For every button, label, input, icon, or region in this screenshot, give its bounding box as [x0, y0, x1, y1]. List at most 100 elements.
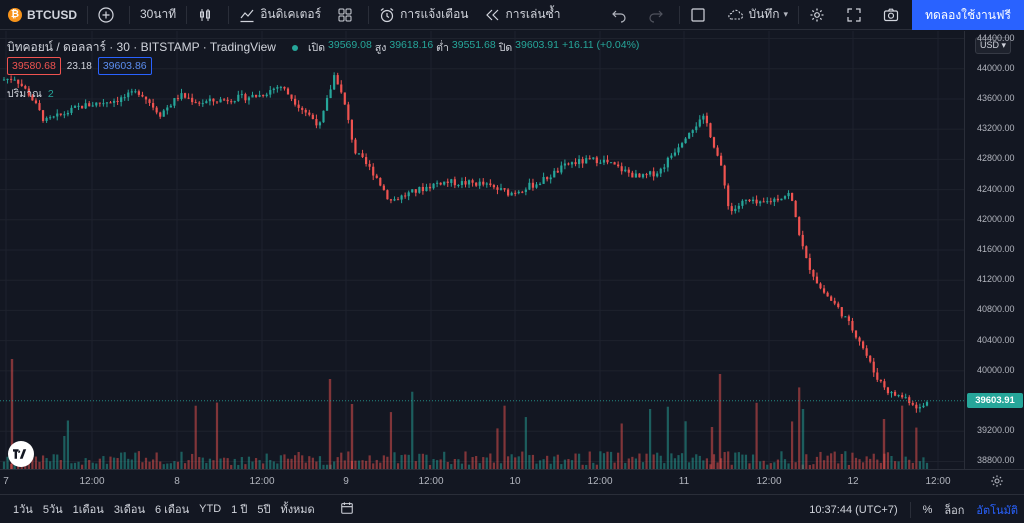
candle-body	[88, 103, 91, 107]
replay-button[interactable]: การเล่นซ้ำ	[476, 0, 568, 30]
free-trial-button[interactable]: ทดลองใช้งานฟรี	[912, 0, 1024, 30]
candles-icon	[197, 7, 213, 23]
layouts-button[interactable]	[329, 0, 366, 30]
settings-button[interactable]	[801, 0, 838, 30]
volume-bar	[556, 454, 559, 469]
volume-bar	[393, 452, 396, 469]
symbol-search-button[interactable]: ₿ BTCUSD	[0, 0, 85, 30]
volume-bar	[769, 463, 772, 469]
candle-body	[645, 174, 648, 176]
volume-bar	[130, 459, 133, 469]
market-open-dot	[291, 44, 298, 51]
bid-price[interactable]: 39580.68	[7, 57, 61, 75]
candlestick-chart[interactable]	[0, 31, 964, 469]
candle-body	[34, 100, 38, 104]
ohlc-values: เปิด 39569.08 สูง 39618.16 ต่ำ 39551.68 ปิด…	[308, 39, 639, 56]
gear-icon[interactable]	[990, 474, 1004, 488]
volume-bar	[333, 461, 336, 469]
range-button[interactable]: 1เดือน	[72, 504, 104, 516]
candle-body	[847, 316, 850, 321]
candle-body	[24, 86, 27, 89]
chart-type-button[interactable]	[189, 0, 226, 30]
volume-bar	[279, 455, 282, 469]
volume-bar	[27, 462, 30, 469]
candle-body	[109, 102, 112, 104]
volume-bar	[812, 464, 815, 469]
candle-body	[659, 168, 662, 174]
candle-body	[720, 155, 723, 166]
calendar-go-to-icon[interactable]	[340, 501, 354, 518]
volume-bar	[208, 458, 211, 469]
volume-bar	[411, 391, 414, 469]
ask-price[interactable]: 39603.86	[97, 57, 152, 75]
interval-button[interactable]: 30นาที	[132, 0, 184, 30]
volume-bar	[858, 459, 861, 469]
time-axis[interactable]: 7 12:00 8 12:00 9 12:00 10 12:00 11 12:00 12 12:00	[0, 469, 1024, 493]
volume-bar	[695, 454, 698, 469]
candle-body	[389, 199, 393, 201]
chart-pane[interactable]	[0, 31, 964, 469]
candle-body	[446, 181, 449, 183]
volume-bar	[183, 463, 187, 469]
clock[interactable]: 10:37:44 (UTC+7)	[809, 503, 898, 516]
range-button[interactable]: 1 ปี	[231, 504, 248, 516]
candle-body	[439, 182, 442, 185]
toolbar-divider	[368, 5, 370, 24]
price-axis[interactable]: USD ▾ 39603.91 44400.00 44000.00 43600.00 4…	[964, 31, 1024, 469]
range-button[interactable]: 6 เดือน	[154, 504, 190, 516]
candle-body	[535, 184, 538, 188]
candle-body	[450, 179, 453, 183]
volume-bar	[311, 457, 314, 469]
candle-body	[443, 181, 446, 185]
range-button[interactable]: YTD	[199, 503, 222, 515]
candle-body	[688, 133, 691, 139]
candle-body	[283, 86, 286, 89]
compare-button[interactable]	[90, 0, 127, 30]
volume-bar	[322, 464, 325, 469]
save-button[interactable]: บันทึก ▾	[719, 0, 796, 30]
candle-body	[368, 164, 371, 167]
candle-body	[922, 405, 925, 408]
range-button[interactable]: ทั้งหมด	[280, 504, 315, 516]
volume-bar	[205, 463, 208, 469]
fullscreen-button[interactable]	[838, 0, 875, 30]
alerts-button[interactable]: การแจ้งเตือน	[371, 0, 476, 30]
currency-selector[interactable]: USD ▾	[975, 37, 1012, 54]
candle-body	[333, 75, 336, 90]
price-tick-label: 38800.00	[977, 455, 1015, 466]
time-tick-label: 11	[678, 476, 690, 487]
volume-bar	[514, 457, 517, 469]
candle-body	[570, 162, 574, 165]
volume-bar	[645, 453, 648, 469]
volume-bar	[918, 461, 921, 469]
fullscreen-layout-button[interactable]	[682, 0, 719, 30]
range-button[interactable]: 1วัน	[13, 504, 33, 516]
volume-bar	[677, 455, 680, 469]
candle-body	[542, 177, 545, 184]
redo-button[interactable]	[640, 0, 677, 30]
volume-bar	[759, 461, 762, 469]
close-value: 39603.91	[515, 39, 559, 51]
range-button[interactable]: 3เดือน	[113, 504, 145, 516]
volume-bar	[510, 454, 513, 469]
undo-button[interactable]	[603, 0, 640, 30]
volume-bar	[815, 456, 819, 469]
tradingview-logo[interactable]	[8, 441, 34, 467]
toolbar-divider	[186, 5, 188, 24]
volume-bar	[528, 455, 531, 469]
indicators-button[interactable]: อินดิเคเตอร์	[231, 0, 329, 30]
candle-body	[641, 174, 645, 178]
volume-bar	[81, 464, 84, 469]
date-range-buttons: 1วัน 5วัน 1เดือน 3เดือน 6 เดือน YTD 1 ปี 5ปี ทั้…	[0, 500, 320, 518]
snapshot-button[interactable]	[875, 0, 912, 30]
auto-scale-toggle[interactable]: อัตโนมัติ	[976, 504, 1018, 517]
candle-body	[127, 92, 130, 98]
percent-toggle[interactable]: %	[922, 503, 933, 516]
range-button[interactable]: 5ปี	[257, 504, 271, 516]
volume-bar	[673, 458, 677, 469]
volume-bar	[77, 461, 80, 469]
low-label: ต่ำ	[436, 42, 449, 54]
volume-bar	[521, 451, 524, 469]
log-toggle[interactable]: ล็อก	[944, 504, 965, 517]
range-button[interactable]: 5วัน	[42, 504, 63, 516]
